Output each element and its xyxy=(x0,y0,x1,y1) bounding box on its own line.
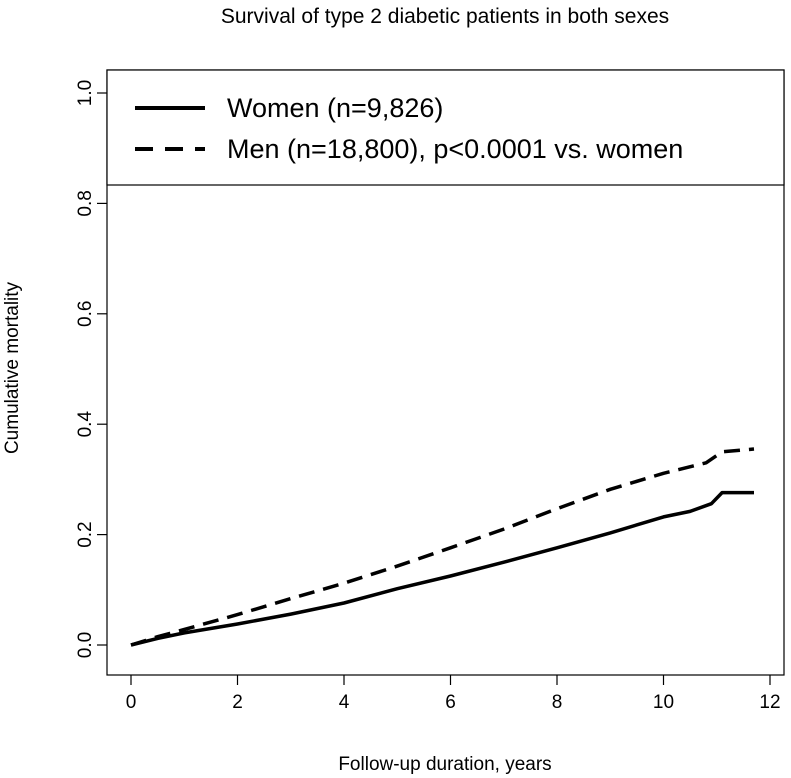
x-axis-label: Follow-up duration, years xyxy=(338,754,551,775)
legend: Women (n=9,826) Men (n=18,800), p<0.0001… xyxy=(106,69,785,186)
x-axis: 0 2 4 6 8 10 12 xyxy=(126,675,781,713)
y-axis: 0.0 0.2 0.4 0.6 0.8 1.0 xyxy=(75,80,107,658)
y-tick-label: 0.2 xyxy=(75,521,96,547)
legend-box xyxy=(106,69,785,186)
series-layer xyxy=(130,447,755,647)
y-tick-label: 0.0 xyxy=(75,632,96,658)
y-tick-label: 0.6 xyxy=(75,301,96,327)
y-tick-label: 1.0 xyxy=(75,80,96,106)
x-tick-label: 6 xyxy=(445,692,456,713)
legend-label-men: Men (n=18,800), p<0.0001 vs. women xyxy=(227,134,683,164)
legend-label-women: Women (n=9,826) xyxy=(227,93,443,123)
x-tick-label: 2 xyxy=(232,692,243,713)
y-axis-label: Cumulative mortality xyxy=(2,281,23,454)
x-tick-label: 0 xyxy=(126,692,137,713)
series-line-men xyxy=(130,447,755,647)
x-tick-label: 12 xyxy=(759,692,780,713)
x-tick-label: 10 xyxy=(653,692,674,713)
x-tick-label: 8 xyxy=(552,692,563,713)
x-tick-label: 4 xyxy=(339,692,350,713)
y-tick-label: 0.8 xyxy=(75,190,96,216)
chart-title: Survival of type 2 diabetic patients in … xyxy=(221,5,669,28)
series-line-women xyxy=(130,490,754,647)
y-tick-label: 0.4 xyxy=(75,411,96,438)
